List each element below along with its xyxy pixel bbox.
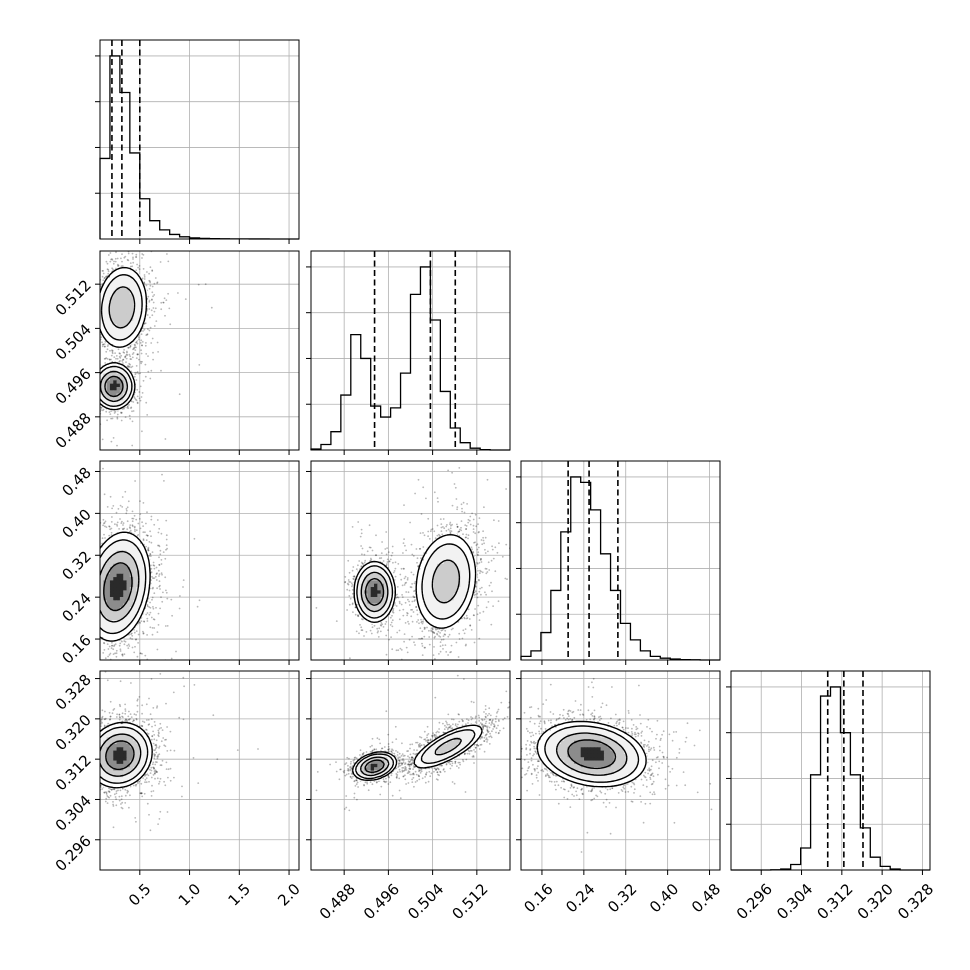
x-tick-label: 0.488 xyxy=(316,880,359,923)
contour-line xyxy=(100,274,143,407)
x-tick-label: 0.5 xyxy=(125,880,155,910)
x-tick-label: 0.328 xyxy=(894,880,937,923)
contour-line xyxy=(364,759,385,773)
x-tick-label: 1.0 xyxy=(175,880,205,910)
contour-line xyxy=(105,740,135,771)
panel-frame xyxy=(99,250,300,451)
contour-line xyxy=(103,562,133,612)
contour-line xyxy=(104,375,124,398)
x-tick-label: 2.0 xyxy=(274,880,304,910)
y-tick-label: 0.48 xyxy=(58,464,94,500)
contour-line xyxy=(536,720,647,788)
x-tick-label: 0.24 xyxy=(562,880,598,916)
x-tick-label: 0.48 xyxy=(688,880,724,916)
x-tick-label: 0.504 xyxy=(404,880,447,923)
x-tick-label: 0.40 xyxy=(646,880,682,916)
contour-line xyxy=(360,559,461,613)
histogram-2 xyxy=(520,476,720,661)
scatter-panel-3-1 xyxy=(310,670,511,871)
panel-frame xyxy=(99,39,300,240)
panel-frame xyxy=(99,460,300,661)
panel-frame xyxy=(310,250,511,451)
contour-line xyxy=(100,721,153,789)
x-tick-label: 0.496 xyxy=(360,880,403,923)
y-tick-label: 0.16 xyxy=(58,631,94,667)
y-tick-label: 0.328 xyxy=(52,671,95,714)
hist-panel-2 xyxy=(516,460,721,661)
contour-line xyxy=(360,737,463,777)
scatter-panel-3-0 xyxy=(99,670,300,871)
histogram-1 xyxy=(310,266,510,451)
hist-panel-0 xyxy=(95,39,300,240)
y-tick-label: 0.296 xyxy=(52,832,95,875)
x-tick-label: 0.296 xyxy=(733,880,776,923)
scatter-panel-1-0 xyxy=(99,250,300,451)
panel-frame xyxy=(310,670,511,871)
contour-line xyxy=(356,543,471,620)
scatter-panel-3-2 xyxy=(520,670,721,871)
scatter-panel-2-0 xyxy=(99,460,300,661)
panel-frame xyxy=(310,460,511,661)
y-tick-label: 0.504 xyxy=(52,320,95,363)
contour-line xyxy=(100,286,136,403)
contour-line xyxy=(555,732,628,776)
x-tick-label: 1.5 xyxy=(224,880,254,910)
hist-panel-3 xyxy=(726,670,931,871)
contour-line xyxy=(364,577,385,606)
contour-line xyxy=(351,724,483,781)
y-tick-label: 0.488 xyxy=(52,409,95,452)
x-tick-label: 0.320 xyxy=(854,880,897,923)
contour-line xyxy=(544,725,640,783)
y-tick-label: 0.24 xyxy=(58,589,94,625)
contour-line xyxy=(100,539,147,635)
contour-line xyxy=(353,534,477,629)
scatter-panel-2-1 xyxy=(310,460,511,661)
panel-frame xyxy=(520,460,721,661)
y-tick-label: 0.32 xyxy=(58,547,94,583)
panel-frame xyxy=(730,670,931,871)
contour-line xyxy=(100,266,148,411)
contour-line xyxy=(100,531,151,642)
contour-line xyxy=(100,726,149,784)
y-tick-label: 0.304 xyxy=(52,792,95,835)
contour-line xyxy=(355,729,476,780)
y-tick-label: 0.40 xyxy=(58,505,94,541)
y-tick-label: 0.312 xyxy=(52,751,95,794)
x-tick-label: 0.312 xyxy=(813,880,856,923)
x-tick-label: 0.32 xyxy=(604,880,640,916)
y-tick-label: 0.320 xyxy=(52,711,95,754)
contour-line xyxy=(100,733,142,777)
hist-panel-1 xyxy=(306,250,511,451)
x-tick-label: 0.304 xyxy=(773,880,816,923)
x-tick-label: 0.16 xyxy=(520,880,556,916)
y-tick-label: 0.512 xyxy=(52,276,95,319)
x-tick-label: 0.512 xyxy=(448,880,491,923)
panel-frame xyxy=(520,670,721,871)
panel-frame xyxy=(99,670,300,871)
y-tick-label: 0.496 xyxy=(52,365,95,408)
contour-line xyxy=(567,739,617,770)
